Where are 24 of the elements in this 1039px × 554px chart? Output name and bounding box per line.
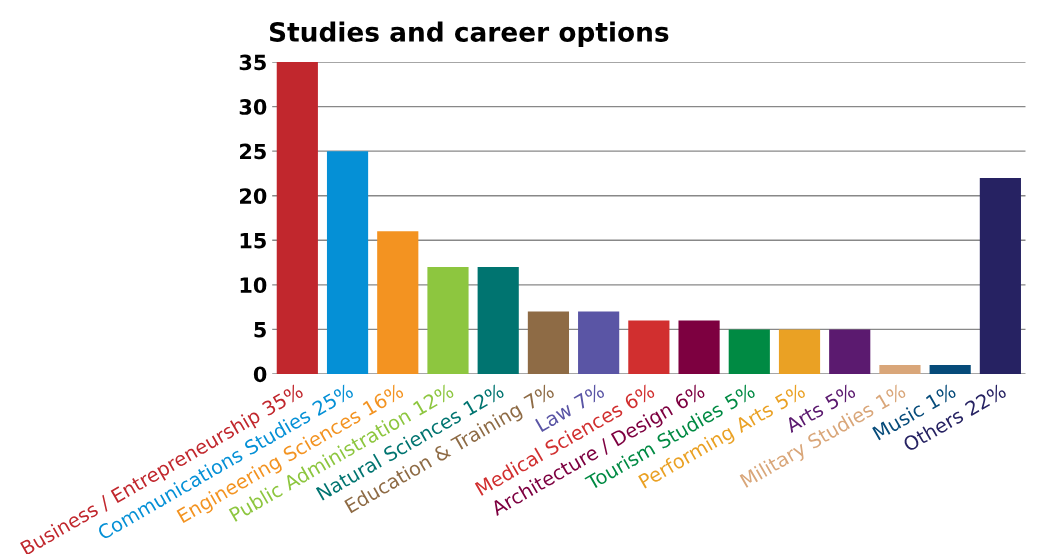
y-tick-label: 25 [240,143,266,160]
y-tick-label: 20 [240,188,267,204]
bar [377,231,419,374]
bar [678,320,720,374]
bar [477,267,519,374]
bar [829,329,871,374]
bar [527,311,570,374]
bar [276,62,318,374]
bar [728,329,770,374]
bar [879,365,921,374]
chart-title: Studies and career options [269,21,669,48]
bar [427,267,469,374]
bar [578,311,620,374]
y-tick-label: 0 [253,366,267,383]
bar [929,365,971,374]
bar [628,320,670,374]
y-tick-label: 35 [239,54,266,71]
y-tick-label: 5 [254,322,266,338]
y-tick-label: 15 [240,233,266,249]
y-tick-label: 30 [239,99,267,115]
y-tick-label: 10 [240,277,267,294]
bar [778,329,821,374]
bar [979,177,1021,374]
bar [326,151,369,374]
